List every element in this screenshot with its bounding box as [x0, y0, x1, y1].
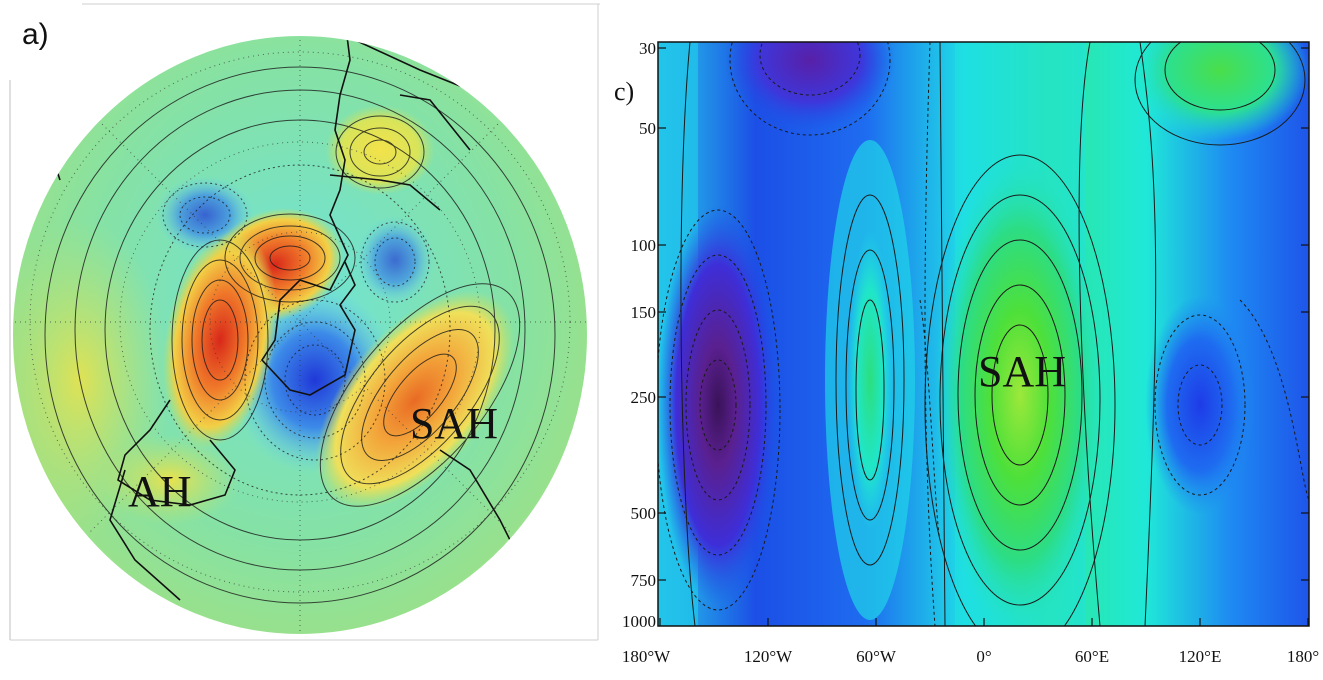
panel-label-c: c) — [614, 77, 634, 106]
x-tick-label: 60°E — [1075, 647, 1109, 666]
x-tick-label: 180° — [1287, 647, 1319, 666]
x-tick-label: 120°E — [1179, 647, 1222, 666]
x-tick-label: 120°W — [744, 647, 793, 666]
y-tick-label: 1000 — [622, 612, 656, 631]
feature-label-ah: AH — [128, 467, 192, 516]
x-tick-label: 60°W — [856, 647, 897, 666]
y-tick-label: 50 — [639, 119, 656, 138]
feature-label-sah-c: SAH — [978, 347, 1066, 396]
x-tick-label: 180°W — [622, 647, 671, 666]
y-tick-label: 250 — [631, 388, 657, 407]
panel-label-a: a) — [22, 18, 49, 51]
y-tick-label: 100 — [631, 236, 657, 255]
polar-map: AH SAH — [9, 3, 600, 641]
y-tick-label: 500 — [631, 504, 657, 523]
feature-label-sah: SAH — [410, 399, 498, 448]
x-tick-label: 0° — [976, 647, 991, 666]
y-tick-label: 150 — [631, 303, 657, 322]
panel-a: AH SAH a) — [0, 0, 600, 675]
y-tick-label: 30 — [639, 39, 656, 58]
panel-c: 30 50 100 150 250 500 750 1000 180°W 120… — [600, 0, 1323, 675]
y-tick-label: 750 — [631, 571, 657, 590]
cross-section-plot: 30 50 100 150 250 500 750 1000 180°W 120… — [614, 39, 1319, 666]
